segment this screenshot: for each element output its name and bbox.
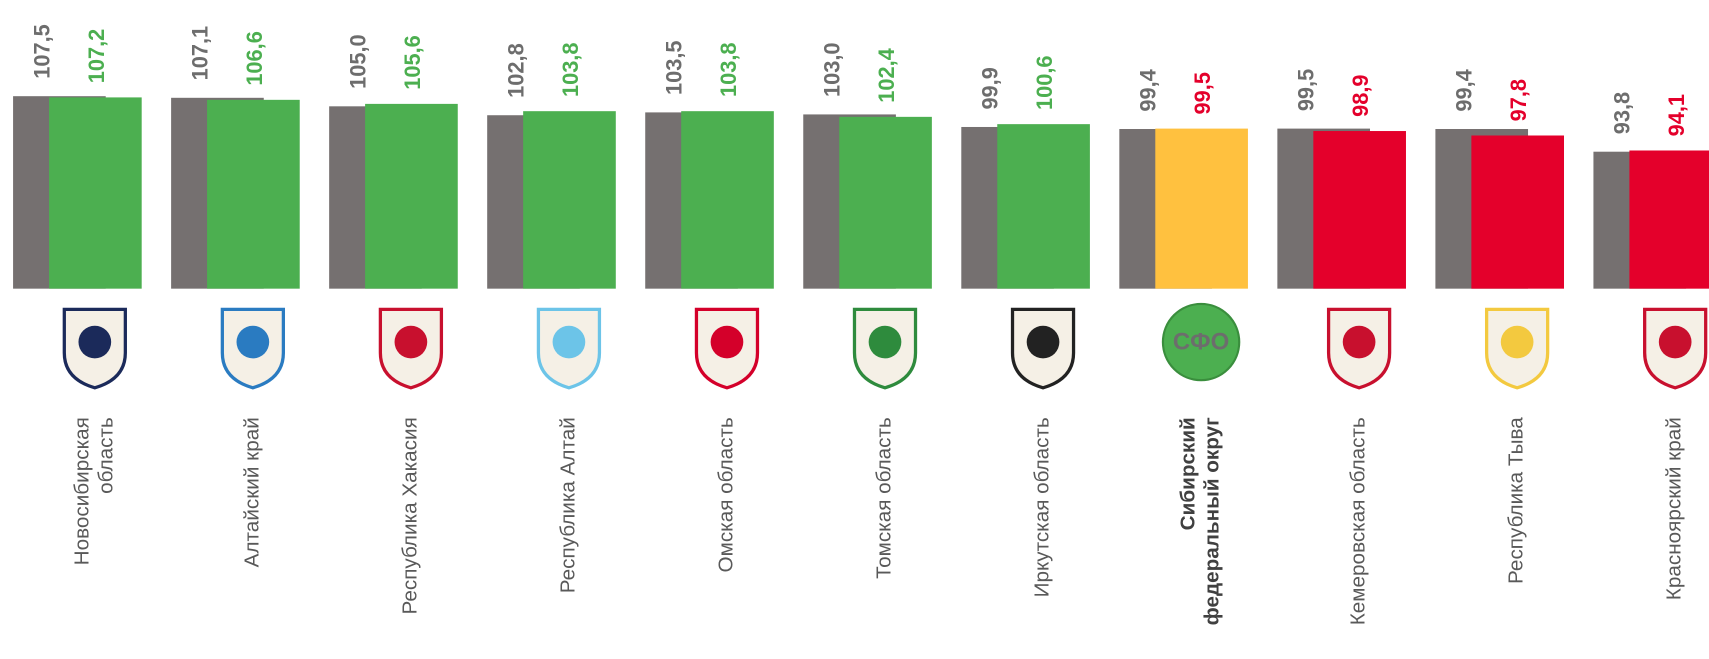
bar: [839, 116, 932, 289]
x-tick-label: Республика Алтай: [556, 417, 580, 594]
x-tick-label: Республика Хакасия: [398, 417, 422, 615]
emblem-detail: [1026, 325, 1060, 359]
x-tick-label: Республика Тыва: [1505, 417, 1529, 584]
bar: [365, 103, 458, 289]
bar: [1471, 135, 1565, 289]
value-label: 107,1: [187, 26, 212, 81]
bar: [997, 124, 1090, 289]
value-label: 94,1: [1664, 94, 1689, 136]
bar: [1313, 131, 1406, 289]
x-tick-label: Красноярский край: [1663, 417, 1687, 601]
emblem-detail: [1342, 325, 1376, 359]
x-tick-label: Томская область: [873, 417, 896, 579]
value-label: 93,8: [1610, 92, 1635, 134]
value-label: 105,6: [400, 35, 425, 90]
value-label: 97,8: [1506, 79, 1531, 121]
value-label: 99,4: [1136, 69, 1161, 111]
value-label: 107,2: [84, 29, 109, 84]
value-label: 103,5: [661, 40, 686, 95]
bar: [207, 99, 300, 289]
emblem-detail: [236, 325, 270, 359]
bar: [49, 97, 142, 289]
bar: [681, 111, 774, 289]
emblem-detail: [868, 325, 902, 359]
value-label: 103,8: [558, 43, 583, 98]
value-label: 99,9: [978, 67, 1003, 109]
emblem-detail: [710, 325, 744, 359]
emblem-detail: [78, 325, 112, 359]
value-label: 107,5: [29, 24, 54, 79]
value-label: 99,4: [1452, 69, 1477, 111]
value-label: 99,5: [1294, 69, 1319, 111]
emblem-detail: [1658, 325, 1692, 359]
x-tick-label: Новосибирская область: [70, 417, 118, 566]
x-tick-label: Омская область: [714, 417, 738, 573]
emblem-detail: [552, 325, 586, 359]
badge: [1161, 302, 1241, 382]
x-tick-label: Алтайский край: [240, 417, 264, 568]
value-label: 99,5: [1190, 72, 1215, 114]
value-label: 102,8: [503, 43, 528, 98]
bar: [523, 111, 616, 289]
value-label: 106,6: [242, 31, 267, 86]
x-tick-label: Иркутская область: [1031, 417, 1054, 598]
value-label: 105,0: [345, 34, 370, 89]
x-tick-label: Кемеровская область: [1347, 417, 1371, 626]
value-label: 103,0: [820, 42, 845, 97]
value-label: 102,4: [874, 48, 899, 103]
value-label: 98,9: [1348, 74, 1373, 116]
badge-text: СФО: [1173, 328, 1229, 355]
emblem-detail: [1500, 325, 1534, 359]
value-label: 103,8: [716, 43, 741, 98]
value-label: 100,6: [1032, 55, 1057, 110]
bar: [1629, 150, 1709, 289]
x-tick-label: Сибирский федеральный округ: [1177, 417, 1224, 626]
bar: [1155, 128, 1248, 289]
emblem-detail: [394, 325, 428, 359]
